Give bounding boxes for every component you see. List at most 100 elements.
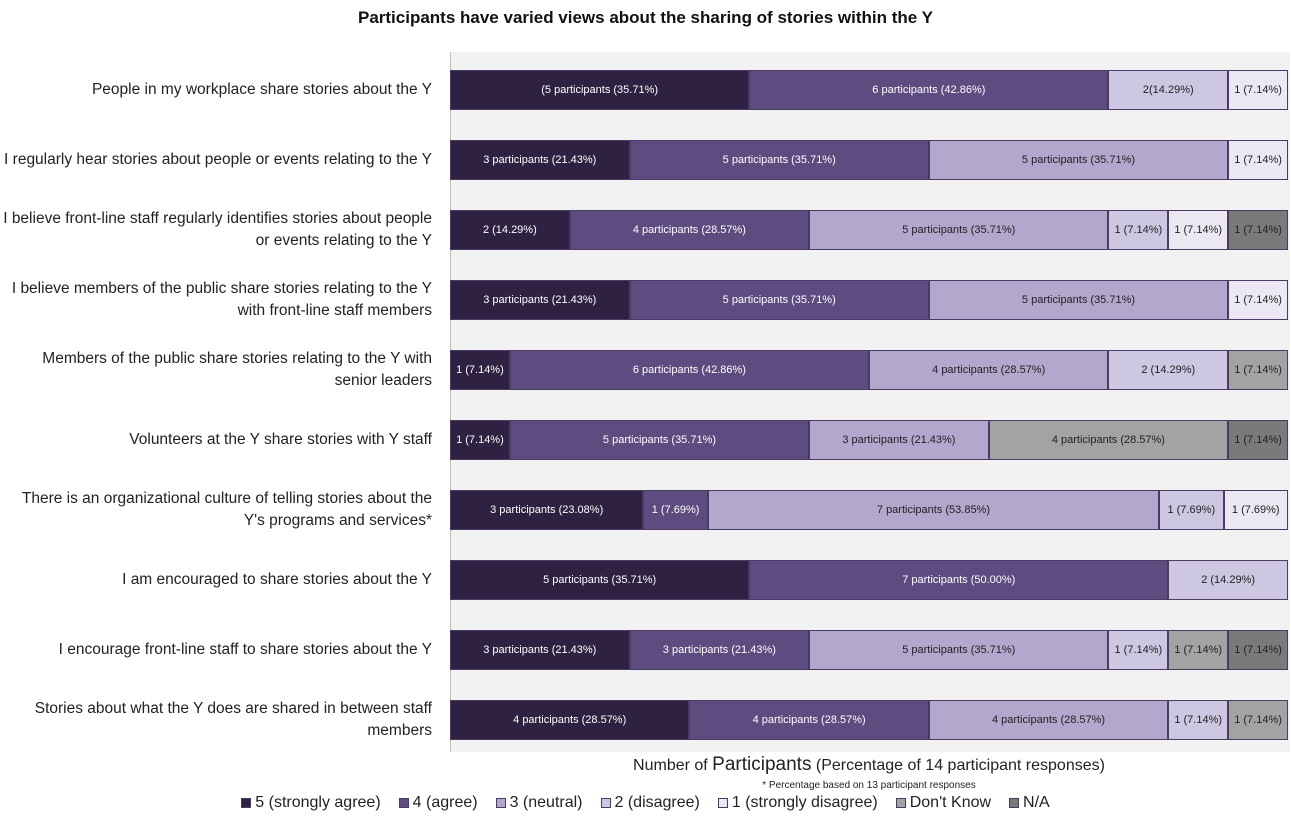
category-label: Members of the public share stories rela…: [42, 350, 432, 389]
data-label: 4 participants (28.57%): [1051, 434, 1165, 446]
bar-segment: 1 (7.14%): [1228, 350, 1288, 390]
data-label: 7 participants (53.85%): [876, 504, 991, 516]
data-label: 5 participants (35.71%): [722, 294, 836, 306]
bar-segment: 4 participants (28.57%): [689, 700, 929, 740]
bar-segment: 1 (7.69%): [1159, 490, 1224, 530]
data-label: 4 participants (28.57%): [991, 714, 1106, 726]
bar-segment: 5 participants (35.71%): [928, 140, 1229, 180]
legend-item: Don't Know: [895, 794, 992, 812]
bar-segment: 1 (7.14%): [1228, 280, 1288, 320]
bar-row: 1 (7.14%) 5 participants (35.71%) 3 partic…: [450, 420, 1288, 460]
data-label: 5 participants (35.71%): [543, 574, 657, 586]
category-label: I regularly hear stories about people or…: [4, 151, 432, 168]
legend-item: N/A: [1009, 794, 1050, 812]
bar-segment: 4 participants (28.57%): [869, 350, 1109, 390]
bar-segment: 7 participants (53.85%): [707, 490, 1160, 530]
data-label: 3 participants (21.43%): [662, 644, 776, 656]
bar-segment: 2 (14.29%): [1168, 560, 1288, 600]
bar-segment: 3 participants (23.08%): [450, 490, 644, 530]
bar-segment: 1 (7.14%): [1228, 70, 1288, 110]
legend-label: 1 (strongly disagree): [731, 794, 878, 811]
legend-item: 4 (agree): [398, 794, 478, 812]
legend-swatch: [600, 798, 611, 808]
bar-segment: 3 participants (21.43%): [629, 630, 810, 670]
legend-swatch: [717, 798, 728, 808]
data-label: (5 participants (35.71%): [541, 84, 659, 96]
category-label: I am encouraged to share stories about t…: [122, 571, 432, 588]
data-label: 2 (14.29%): [1141, 364, 1196, 376]
data-label: 3 participants (23.08%): [490, 504, 604, 516]
data-label: 3 participants (21.43%): [483, 294, 597, 306]
data-label: 5 participants (35.71%): [1021, 154, 1136, 166]
bar-segment: 2(14.29%): [1108, 70, 1229, 110]
bar-segment: 5 participants (35.71%): [450, 560, 750, 600]
bar-segment: 4 participants (28.57%): [569, 210, 810, 250]
data-label: 5 participants (35.71%): [1021, 294, 1136, 306]
bar-segment: 1 (7.14%): [450, 350, 510, 390]
legend-label: 2 (disagree): [614, 794, 700, 811]
bar-segment: 5 participants (35.71%): [629, 280, 929, 320]
x-axis-label: Number of Participants (Percentage of 14…: [450, 754, 1288, 776]
bar-row: (5 participants (35.71%) 6 participants (…: [450, 70, 1288, 110]
bar-segment: 3 participants (21.43%): [450, 140, 630, 180]
bar-segment: 6 participants (42.86%): [509, 350, 869, 390]
legend-label: Don't Know: [909, 794, 992, 811]
category-label: People in my workplace share stories abo…: [91, 81, 432, 98]
bar-segment: 2 (14.29%): [450, 210, 570, 250]
bar-segment: 1 (7.14%): [1228, 140, 1288, 180]
legend-label: 4 (agree): [412, 794, 478, 811]
y-axis-line: [450, 52, 451, 752]
data-label: 3 participants (21.43%): [483, 644, 597, 656]
data-label: 5 participants (35.71%): [722, 154, 836, 166]
category-label: Volunteers at the Y share stories with Y…: [129, 431, 432, 448]
data-label: 1 (7.14%): [1174, 224, 1223, 236]
category-label: I believe members of the public share st…: [11, 280, 432, 319]
bar-row: 3 participants (23.08%) 1 (7.69%) 7 partic…: [450, 490, 1288, 530]
bar-segment: 3 participants (21.43%): [809, 420, 989, 460]
data-label: 1 (7.14%): [1234, 644, 1282, 656]
data-label: 3 participants (21.43%): [842, 434, 956, 446]
x-axis-label-suffix: (Percentage of 14 participant responses): [811, 757, 1105, 774]
chart-title: Participants have varied views about the…: [357, 8, 933, 27]
legend-item: 5 (strongly agree): [241, 794, 381, 812]
bar-segment: 7 participants (50.00%): [749, 560, 1169, 600]
bar-segment: 1 (7.14%): [1168, 700, 1229, 740]
bar-segment: 6 participants (42.86%): [749, 70, 1109, 110]
data-label: 4 participants (28.57%): [932, 364, 1046, 376]
bar-segment: 1 (7.14%): [1108, 210, 1169, 250]
legend-swatch: [895, 798, 906, 808]
bar-segment: 5 participants (35.71%): [629, 140, 929, 180]
bar-segment: 4 participants (28.57%): [988, 420, 1229, 460]
data-label: 6 participants (42.86%): [872, 84, 986, 96]
bar-segment: 1 (7.14%): [1168, 210, 1229, 250]
data-label: 2 (14.29%): [1201, 574, 1256, 586]
legend-label: N/A: [1023, 794, 1050, 811]
bar-segment: 1 (7.14%): [1168, 630, 1229, 670]
bar-segment: 4 participants (28.57%): [450, 700, 690, 740]
data-label: 5 participants (35.71%): [602, 434, 717, 446]
data-label: 4 participants (28.57%): [513, 714, 627, 726]
bar-segment: 2 (14.29%): [1108, 350, 1229, 390]
bar-segment: 1 (7.69%): [643, 490, 708, 530]
data-label: 1 (7.14%): [1234, 224, 1282, 236]
data-label: 1 (7.14%): [1234, 364, 1282, 376]
bar-row: 3 participants (21.43%) 5 participants (3…: [450, 140, 1288, 180]
bar-segment: 1 (7.14%): [1228, 630, 1288, 670]
bar-row: 4 participants (28.57%) 4 participants (2…: [450, 700, 1288, 740]
bar-segment: 1 (7.14%): [1228, 420, 1288, 460]
legend-item: 1 (strongly disagree): [717, 794, 878, 812]
bar-segment: 1 (7.14%): [450, 420, 510, 460]
data-label: 3 participants (21.43%): [483, 154, 597, 166]
data-label: 4 participants (28.57%): [752, 714, 866, 726]
bar-segment: 1 (7.69%): [1223, 490, 1288, 530]
legend-item: 2 (disagree): [600, 794, 700, 812]
data-label: 1 (7.14%): [1174, 644, 1223, 656]
data-label: 4 participants (28.57%): [632, 224, 746, 236]
data-label: 2(14.29%): [1142, 84, 1194, 96]
category-label: I encourage front-line staff to share st…: [58, 641, 432, 658]
x-axis-label-emphasis: Participants: [712, 754, 812, 775]
legend-swatch: [241, 798, 252, 808]
category-label: Stories about what the Y does are shared…: [34, 700, 432, 739]
category-label: There is an organizational culture of te…: [21, 490, 432, 529]
bar-segment: 5 participants (35.71%): [809, 630, 1109, 670]
